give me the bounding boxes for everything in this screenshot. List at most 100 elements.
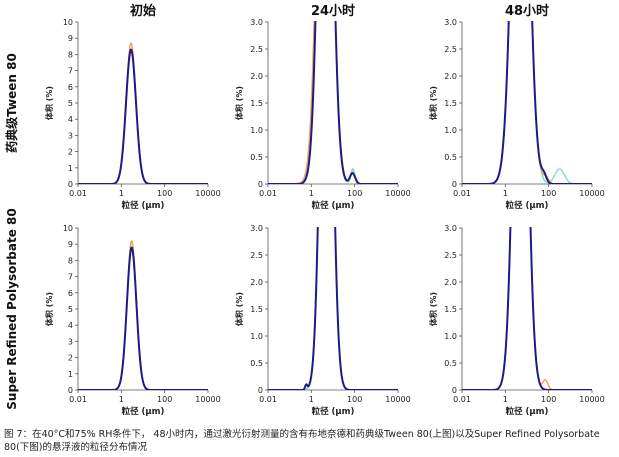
- chart-panel: 0 0.5 1.0 1.5 2.0 2.5 3.0 0.01 1 100 10000 粒径 (μm) 体…: [234, 18, 411, 211]
- series-line: [462, 227, 593, 390]
- y-tick-label: 10: [63, 224, 73, 233]
- row-title: 药典级Tween 80: [4, 53, 19, 153]
- x-tick-label: 1: [119, 395, 124, 404]
- column-titles: 初始 24小时 48小时: [130, 3, 549, 19]
- y-tick-label: 5: [68, 305, 73, 314]
- y-tick-label: 1.5: [444, 305, 457, 314]
- y-axis-label: 体积 (%): [428, 86, 438, 120]
- y-tick-label: 1.5: [250, 305, 263, 314]
- y-tick-label: 5: [68, 99, 73, 108]
- y-tick-label: 2.5: [444, 251, 457, 260]
- y-tick-label: 9: [68, 240, 73, 249]
- series-line: [78, 240, 209, 390]
- y-tick-label: 10: [63, 18, 73, 27]
- y-axis-label: 体积 (%): [234, 86, 244, 120]
- y-tick-label: 2.0: [444, 278, 457, 287]
- series-line: [268, 227, 399, 390]
- y-tick-label: 1: [68, 164, 73, 173]
- x-tick-label: 100: [157, 395, 172, 404]
- y-tick-label: 8: [68, 50, 73, 59]
- chart-panel: 0 0.5 1.0 1.5 2.0 2.5 3.0 0.01 1 100 10000 粒径 (μm) 体…: [428, 18, 605, 211]
- x-tick-label: 1: [309, 189, 314, 198]
- x-tick-label: 0.01: [259, 189, 277, 198]
- y-tick-label: 2.5: [250, 251, 263, 260]
- y-tick-label: 3.0: [250, 18, 263, 27]
- y-axis-label: 体积 (%): [44, 86, 54, 120]
- column-title: 48小时: [505, 3, 549, 19]
- y-tick-label: 7: [68, 273, 73, 282]
- column-title: 初始: [130, 3, 156, 19]
- y-tick-label: 2.5: [250, 45, 263, 54]
- y-tick-label: 1: [68, 370, 73, 379]
- y-tick-label: 3.0: [444, 18, 457, 27]
- x-tick-label: 100: [157, 189, 172, 198]
- y-tick-label: 0: [258, 180, 263, 189]
- y-tick-label: 0: [452, 386, 457, 395]
- series-line: [462, 21, 593, 184]
- y-tick-label: 9: [68, 34, 73, 43]
- chart-panel: 0 1 2 3 4 5 6 7 8 9 10 0.01 1 100 10000 粒径 (μm) 体积 (%): [44, 224, 221, 417]
- y-tick-label: 1.5: [444, 99, 457, 108]
- x-axis-label: 粒径 (μm): [312, 406, 355, 417]
- x-axis-label: 粒径 (μm): [312, 200, 355, 211]
- y-tick-label: 2.5: [444, 45, 457, 54]
- x-tick-label: 1: [309, 395, 314, 404]
- series-line: [268, 21, 399, 184]
- figure-caption: 图 7：在40°C和75% RH条件下， 48小时内，通过激光衍射测量的含有布地…: [4, 429, 600, 453]
- y-tick-label: 6: [68, 289, 73, 298]
- y-tick-label: 2.0: [250, 72, 263, 81]
- y-tick-label: 7: [68, 67, 73, 76]
- series-line: [462, 21, 593, 184]
- y-axis-label: 体积 (%): [44, 292, 54, 326]
- y-tick-label: 0.5: [250, 359, 263, 368]
- y-tick-label: 1.0: [250, 126, 263, 135]
- y-tick-label: 0.5: [250, 153, 263, 162]
- x-tick-label: 0.01: [453, 189, 471, 198]
- x-tick-label: 100: [541, 189, 556, 198]
- x-tick-label: 10000: [195, 189, 220, 198]
- y-tick-label: 2: [68, 354, 73, 363]
- y-tick-label: 6: [68, 83, 73, 92]
- x-tick-label: 1: [119, 189, 124, 198]
- series-line: [462, 21, 593, 184]
- series-line: [78, 48, 209, 184]
- series-line: [78, 42, 209, 184]
- series-line: [268, 21, 399, 184]
- y-tick-label: 0.5: [444, 153, 457, 162]
- x-axis-label: 粒径 (μm): [506, 200, 549, 211]
- series-line: [78, 246, 209, 390]
- x-tick-label: 0.01: [259, 395, 277, 404]
- x-tick-label: 100: [347, 395, 362, 404]
- y-tick-label: 1.0: [250, 332, 263, 341]
- y-tick-label: 3: [68, 131, 73, 140]
- series-line: [268, 21, 399, 184]
- y-tick-label: 0: [258, 386, 263, 395]
- y-tick-label: 1.5: [250, 99, 263, 108]
- y-tick-label: 4: [68, 115, 73, 124]
- y-tick-label: 0: [68, 180, 73, 189]
- y-tick-label: 0: [452, 180, 457, 189]
- y-tick-label: 1.0: [444, 332, 457, 341]
- y-axis-label: 体积 (%): [234, 292, 244, 326]
- y-tick-label: 2.0: [444, 72, 457, 81]
- x-tick-label: 1: [503, 395, 508, 404]
- y-tick-label: 3.0: [250, 224, 263, 233]
- y-tick-label: 4: [68, 321, 73, 330]
- x-tick-label: 100: [541, 395, 556, 404]
- x-tick-label: 10000: [385, 189, 410, 198]
- x-axis-label: 粒径 (μm): [122, 200, 165, 211]
- x-tick-label: 0.01: [69, 189, 87, 198]
- x-tick-label: 100: [347, 189, 362, 198]
- x-tick-label: 10000: [579, 189, 604, 198]
- y-tick-label: 8: [68, 256, 73, 265]
- column-title: 24小时: [311, 3, 355, 19]
- x-axis-label: 粒径 (μm): [506, 406, 549, 417]
- y-tick-label: 0: [68, 386, 73, 395]
- row-titles: 药典级Tween 80 Super Refined Polysorbate 80: [4, 53, 19, 410]
- x-tick-label: 1: [503, 189, 508, 198]
- y-axis-label: 体积 (%): [428, 292, 438, 326]
- chart-panel: 0 0.5 1.0 1.5 2.0 2.5 3.0 0.01 1 100 10000 粒径 (μm) 体…: [234, 224, 411, 417]
- series-line: [462, 227, 593, 390]
- y-tick-label: 3.0: [444, 224, 457, 233]
